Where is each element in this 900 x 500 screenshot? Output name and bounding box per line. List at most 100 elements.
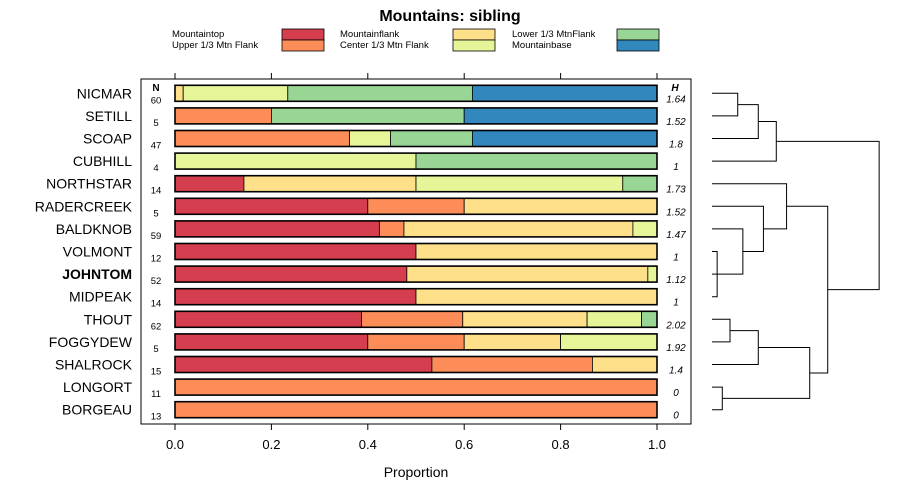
bar-segment [174, 288, 417, 306]
bar-segment [174, 356, 433, 373]
h-value: 1 [673, 298, 679, 309]
n-value: 5 [153, 118, 158, 129]
dendrogram-branch [712, 330, 759, 365]
legend-swatch [616, 28, 660, 41]
bar-segment [349, 130, 391, 147]
bar-outline [174, 107, 658, 125]
bar-segment [592, 356, 658, 373]
n-value: 47 [151, 141, 162, 152]
row-label: SCOAP [83, 131, 132, 147]
bar-outline [174, 333, 658, 351]
bar-segment [463, 107, 658, 125]
bar-segment [462, 310, 588, 328]
legend-label: Mountainflank [340, 29, 399, 40]
h-value: 1.8 [669, 140, 683, 151]
h-value: 0 [673, 388, 679, 399]
row-label: VOLMONT [63, 244, 133, 260]
h-value: 1 [673, 162, 679, 173]
h-column-header: H [671, 83, 679, 94]
bar-segment [560, 333, 658, 351]
bar-segment [390, 130, 473, 147]
legend-label: Center 1/3 Mtn Flank [340, 40, 429, 51]
bar-segment [174, 265, 408, 283]
bar-outline [174, 265, 658, 283]
bar-segment [174, 152, 417, 170]
h-value: 1.73 [666, 185, 686, 196]
legend-label: Lower 1/3 MtnFlank [512, 29, 596, 40]
x-tick-label: 0.2 [262, 437, 280, 452]
bar-segment [431, 356, 593, 373]
dendrogram-branch [712, 121, 777, 162]
legend-label: Upper 1/3 Mtn Flank [172, 40, 258, 51]
bar-segment [361, 310, 464, 328]
legend-swatch [281, 28, 325, 41]
row-label: CUBHILL [73, 153, 132, 169]
bar-outline [174, 220, 658, 238]
n-value: 11 [151, 389, 161, 400]
bar-segment [647, 265, 658, 283]
h-value: 1 [673, 253, 679, 264]
row-label: BORGEAU [62, 402, 132, 418]
h-value: 1.52 [666, 207, 686, 218]
n-column-header: N [152, 83, 159, 94]
h-value: 1.92 [666, 343, 686, 354]
bar-segment [182, 84, 289, 102]
n-value: 5 [153, 208, 158, 219]
legend-label: Mountainbase [512, 40, 572, 51]
bar-segment [174, 401, 658, 419]
bar-outline [174, 287, 658, 306]
n-value: 13 [151, 412, 162, 423]
bar-segment [174, 378, 658, 396]
bar-segment [463, 333, 562, 351]
row-label: NORTHSTAR [46, 176, 132, 192]
bar-segment [174, 197, 369, 215]
bar-segment [415, 243, 658, 260]
h-value: 1.4 [669, 366, 683, 377]
row-label: THOUT [84, 311, 133, 327]
h-value: 1.64 [666, 94, 686, 105]
bar-segment [287, 84, 473, 102]
row-label: MIDPEAK [69, 289, 133, 305]
h-value: 0 [673, 411, 679, 422]
bar-outline [174, 197, 658, 216]
bar-segment [641, 310, 658, 328]
bar-segment [174, 84, 184, 102]
n-value: 59 [151, 231, 162, 242]
n-value: 12 [151, 254, 162, 265]
bar-segment [367, 197, 465, 215]
row-label: SETILL [85, 108, 132, 124]
bar-segment [403, 220, 634, 238]
dendrogram-branch [712, 104, 759, 139]
bar-segment [622, 175, 658, 193]
bar-segment [174, 220, 380, 238]
bar-outline [174, 355, 658, 374]
row-label: JOHNTOM [62, 266, 132, 282]
n-value: 14 [151, 299, 162, 310]
dendrogram-branch [776, 140, 880, 291]
bar-outline [174, 174, 658, 193]
bar-segment [415, 288, 658, 306]
plot-frame [140, 78, 692, 425]
n-value: 15 [151, 367, 162, 378]
x-tick-label: 1.0 [648, 437, 666, 452]
bar-outline [174, 84, 658, 103]
n-value: 62 [151, 321, 162, 332]
bar-segment [586, 310, 642, 328]
n-value: 4 [153, 163, 158, 174]
h-value: 1.47 [666, 230, 686, 241]
legend-swatch [452, 39, 496, 52]
bar-segment [174, 333, 369, 351]
bar-segment [174, 107, 272, 125]
dendrogram-branch [712, 386, 723, 411]
bar-outline [174, 152, 658, 170]
bar-segment [415, 175, 624, 193]
bar-outline [174, 310, 658, 329]
dendrogram-branch [722, 347, 811, 399]
dendrogram-branch [712, 228, 744, 275]
x-tick-label: 0.4 [359, 437, 377, 452]
dendrogram-branch [712, 183, 788, 230]
n-value: 60 [151, 95, 162, 106]
dendrogram-branch [712, 318, 731, 343]
bar-segment [174, 243, 417, 260]
